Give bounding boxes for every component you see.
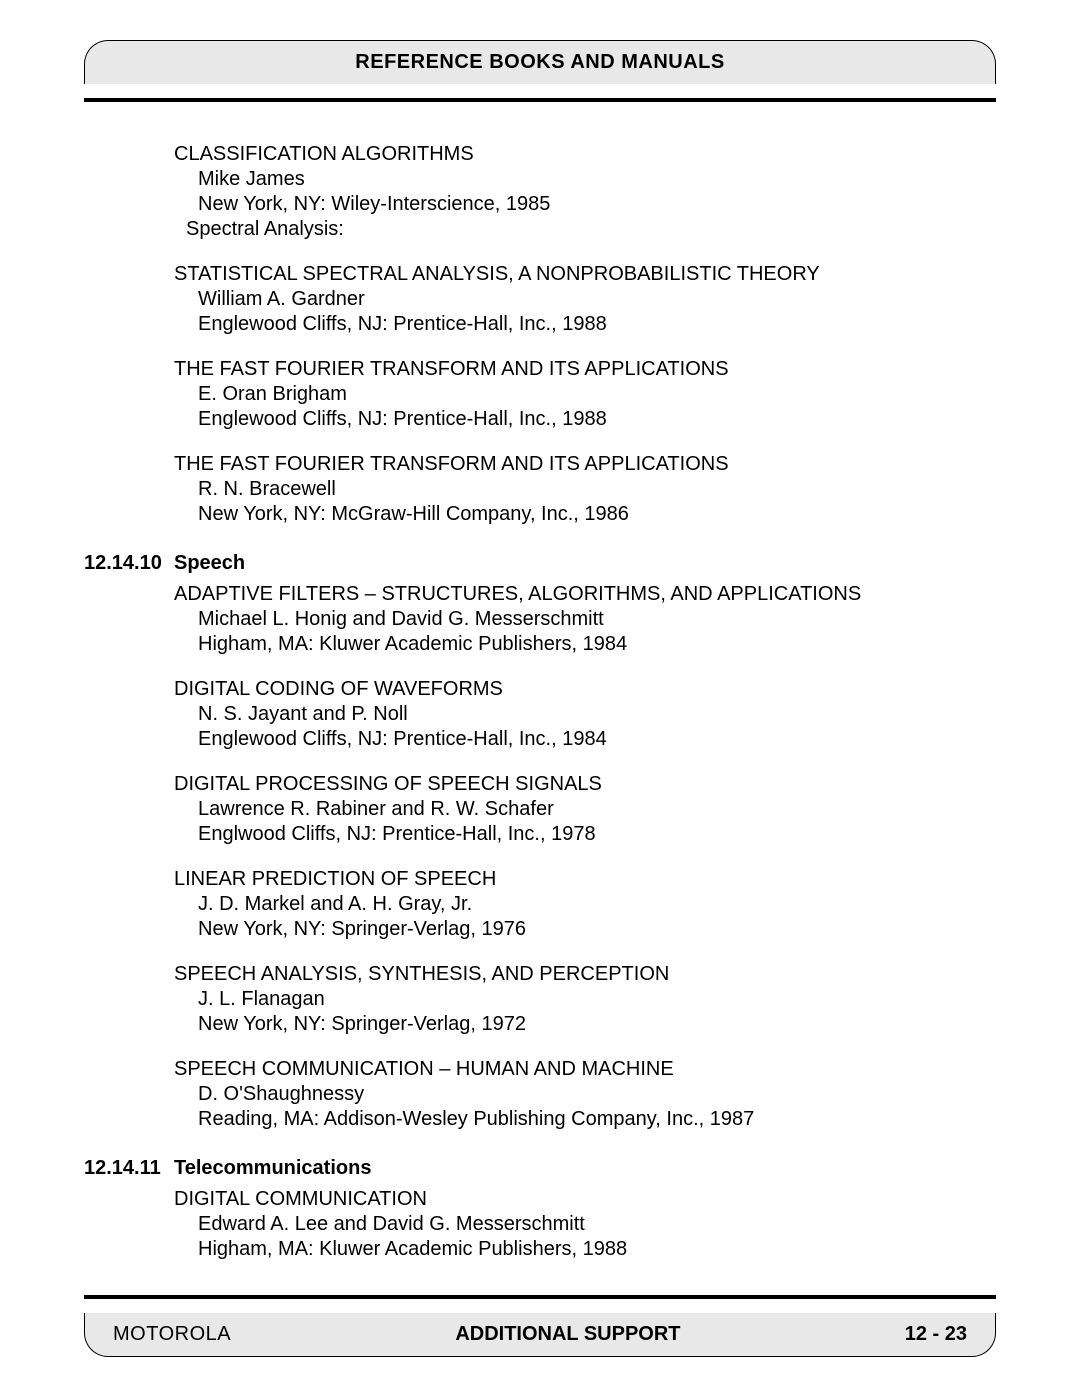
entry-title: SPEECH COMMUNICATION – HUMAN AND MACHINE: [174, 1057, 986, 1082]
footer-right: 12 - 23: [905, 1323, 967, 1346]
reference-entry: SPEECH COMMUNICATION – HUMAN AND MACHINE…: [174, 1057, 986, 1132]
entry-author: William A. Gardner: [198, 287, 986, 312]
reference-entry: DIGITAL PROCESSING OF SPEECH SIGNALS Law…: [174, 772, 986, 847]
reference-entry: THE FAST FOURIER TRANSFORM AND ITS APPLI…: [174, 452, 986, 527]
entry-title: ADAPTIVE FILTERS – STRUCTURES, ALGORITHM…: [174, 582, 986, 607]
section-number: 12.14.10: [84, 551, 174, 576]
section-title: Telecommunications: [174, 1157, 371, 1179]
reference-entry: ADAPTIVE FILTERS – STRUCTURES, ALGORITHM…: [174, 582, 986, 657]
entry-note: Spectral Analysis:: [186, 217, 986, 242]
section-number: 12.14.11: [84, 1156, 174, 1181]
entry-title: STATISTICAL SPECTRAL ANALYSIS, A NONPROB…: [174, 262, 986, 287]
reference-entry: LINEAR PREDICTION OF SPEECH J. D. Markel…: [174, 867, 986, 942]
entry-publisher: New York, NY: Springer-Verlag, 1976: [198, 917, 986, 942]
entry-publisher: New York, NY: Springer-Verlag, 1972: [198, 1012, 986, 1037]
document-page: REFERENCE BOOKS AND MANUALS CLASSIFICATI…: [0, 0, 1080, 1397]
bottom-rule: [84, 1295, 996, 1299]
entry-author: E. Oran Brigham: [198, 382, 986, 407]
entry-title: LINEAR PREDICTION OF SPEECH: [174, 867, 986, 892]
entry-author: Michael L. Honig and David G. Messerschm…: [198, 607, 986, 632]
entry-publisher: New York, NY: McGraw-Hill Company, Inc.,…: [198, 502, 986, 527]
section-title: Speech: [174, 552, 245, 574]
entry-publisher: Higham, MA: Kluwer Academic Publishers, …: [198, 1237, 986, 1262]
reference-entry: CLASSIFICATION ALGORITHMS Mike James New…: [174, 142, 986, 242]
entry-publisher: Englewood Cliffs, NJ: Prentice-Hall, Inc…: [198, 727, 986, 752]
reference-entry: DIGITAL COMMUNICATION Edward A. Lee and …: [174, 1187, 986, 1262]
entry-title: DIGITAL CODING OF WAVEFORMS: [174, 677, 986, 702]
section-heading: 12.14.10Speech: [84, 551, 986, 576]
section-heading: 12.14.11Telecommunications: [84, 1156, 986, 1181]
entry-author: R. N. Bracewell: [198, 477, 986, 502]
reference-entry: STATISTICAL SPECTRAL ANALYSIS, A NONPROB…: [174, 262, 986, 337]
entry-author: Mike James: [198, 167, 986, 192]
entry-author: D. O'Shaughnessy: [198, 1082, 986, 1107]
entry-publisher: New York, NY: Wiley-Interscience, 1985: [198, 192, 986, 217]
page-header-title: REFERENCE BOOKS AND MANUALS: [355, 51, 724, 73]
entry-title: THE FAST FOURIER TRANSFORM AND ITS APPLI…: [174, 357, 986, 382]
entry-publisher: Reading, MA: Addison-Wesley Publishing C…: [198, 1107, 986, 1132]
entry-author: J. L. Flanagan: [198, 987, 986, 1012]
page-header: REFERENCE BOOKS AND MANUALS: [84, 40, 996, 84]
entry-title: CLASSIFICATION ALGORITHMS: [174, 142, 986, 167]
entry-publisher: Englwood Cliffs, NJ: Prentice-Hall, Inc.…: [198, 822, 986, 847]
entry-publisher: Englewood Cliffs, NJ: Prentice-Hall, Inc…: [198, 312, 986, 337]
entry-title: THE FAST FOURIER TRANSFORM AND ITS APPLI…: [174, 452, 986, 477]
entry-author: J. D. Markel and A. H. Gray, Jr.: [198, 892, 986, 917]
entry-author: Edward A. Lee and David G. Messerschmitt: [198, 1212, 986, 1237]
page-content: CLASSIFICATION ALGORITHMS Mike James New…: [174, 142, 986, 1262]
footer-left: MOTOROLA: [113, 1323, 231, 1346]
entry-author: Lawrence R. Rabiner and R. W. Schafer: [198, 797, 986, 822]
footer-center: ADDITIONAL SUPPORT: [231, 1323, 905, 1346]
page-footer-area: MOTOROLA ADDITIONAL SUPPORT 12 - 23: [84, 1295, 996, 1357]
reference-entry: SPEECH ANALYSIS, SYNTHESIS, AND PERCEPTI…: [174, 962, 986, 1037]
reference-entry: DIGITAL CODING OF WAVEFORMS N. S. Jayant…: [174, 677, 986, 752]
entry-publisher: Higham, MA: Kluwer Academic Publishers, …: [198, 632, 986, 657]
entry-publisher: Englewood Cliffs, NJ: Prentice-Hall, Inc…: [198, 407, 986, 432]
entry-title: DIGITAL COMMUNICATION: [174, 1187, 986, 1212]
entry-title: SPEECH ANALYSIS, SYNTHESIS, AND PERCEPTI…: [174, 962, 986, 987]
top-rule: [84, 98, 996, 102]
entry-author: N. S. Jayant and P. Noll: [198, 702, 986, 727]
entry-title: DIGITAL PROCESSING OF SPEECH SIGNALS: [174, 772, 986, 797]
reference-entry: THE FAST FOURIER TRANSFORM AND ITS APPLI…: [174, 357, 986, 432]
page-footer: MOTOROLA ADDITIONAL SUPPORT 12 - 23: [84, 1313, 996, 1357]
